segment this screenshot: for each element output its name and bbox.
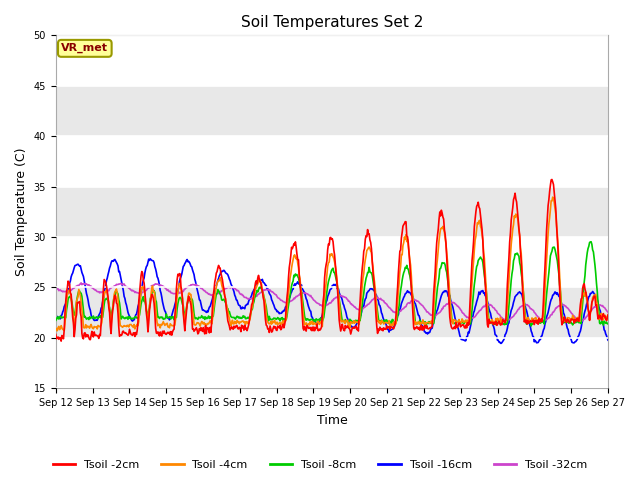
Bar — [56, 187, 608, 237]
Bar — [56, 86, 608, 136]
Bar — [56, 288, 608, 338]
Bar — [56, 136, 608, 187]
Text: VR_met: VR_met — [61, 43, 108, 53]
Legend: Tsoil -2cm, Tsoil -4cm, Tsoil -8cm, Tsoil -16cm, Tsoil -32cm: Tsoil -2cm, Tsoil -4cm, Tsoil -8cm, Tsoi… — [48, 456, 592, 474]
Bar — [56, 338, 608, 388]
Bar — [56, 36, 608, 86]
Bar — [56, 237, 608, 288]
Title: Soil Temperatures Set 2: Soil Temperatures Set 2 — [241, 15, 423, 30]
Y-axis label: Soil Temperature (C): Soil Temperature (C) — [15, 147, 28, 276]
X-axis label: Time: Time — [317, 414, 348, 427]
